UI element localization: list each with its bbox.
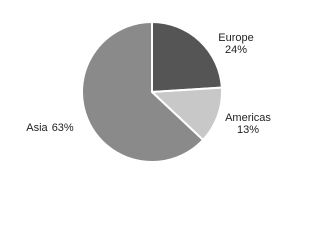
slice-value-label: 24% [225,44,247,56]
pie-slice [151,20,223,94]
slice-label: Americas [225,112,271,124]
slice-value-label: 63% [52,122,74,134]
slice-value-label: 13% [237,124,259,136]
slice-label: Europe [218,32,253,44]
slice-label-group: Asia 63% [26,122,74,134]
slice-label: Asia [26,122,48,134]
pie-slice [149,86,223,142]
pie-slice [81,20,205,163]
